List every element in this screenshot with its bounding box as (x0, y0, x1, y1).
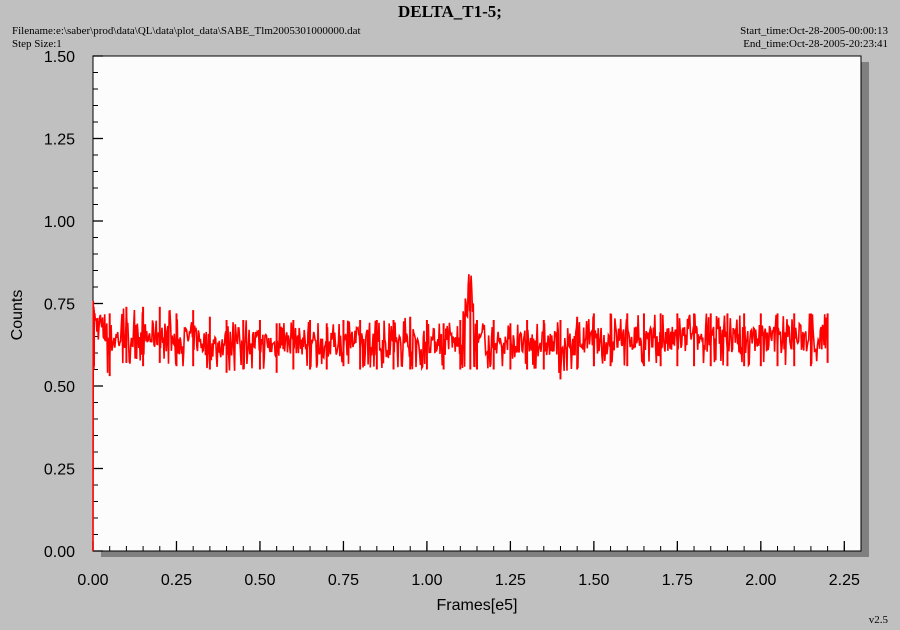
x-tick-label: 0.75 (328, 572, 359, 589)
x-tick-label: 2.25 (829, 572, 860, 589)
version-label: v2.5 (868, 614, 888, 626)
x-tick-label: 1.50 (578, 572, 609, 589)
y-tick-label: 0.50 (44, 379, 75, 396)
x-tick-label: 1.00 (411, 572, 442, 589)
y-tick-label: 0.75 (44, 297, 75, 314)
x-tick-label: 1.25 (495, 572, 526, 589)
y-tick-label: 0.00 (44, 544, 75, 561)
x-tick-label: 1.75 (662, 572, 693, 589)
y-tick-label: 1.00 (44, 214, 75, 231)
step-size-label: Step Size:1 (12, 38, 62, 50)
label-layer: 0.00 0.25 0.50 0.75 1.00 1.25 1.50 0.00 0.25 0.50… (44, 49, 860, 589)
start-time-label: Start_time:Oct-28-2005-00:00:13 (740, 25, 888, 37)
tick-layer (92, 55, 862, 552)
x-tick-label: 2.00 (745, 572, 776, 589)
x-tick-label: 0.50 (244, 572, 275, 589)
y-tick-label: 1.50 (44, 49, 75, 66)
y-tick-label: 1.25 (44, 132, 75, 149)
plot-area (92, 55, 862, 552)
filename-label: Filename:e:\saber\prod\data\QL\data\plot… (12, 25, 361, 37)
x-tick-label: 0.00 (77, 572, 108, 589)
y-axis-label: Counts (9, 290, 26, 341)
x-axis-label: Frames[e5] (437, 597, 518, 614)
x-tick-label: 0.25 (161, 572, 192, 589)
end-time-label: End_time:Oct-28-2005-20:23:41 (743, 38, 888, 50)
chart-title: DELTA_T1-5; (398, 2, 502, 21)
data-layer (92, 274, 829, 552)
y-tick-label: 0.25 (44, 462, 75, 479)
